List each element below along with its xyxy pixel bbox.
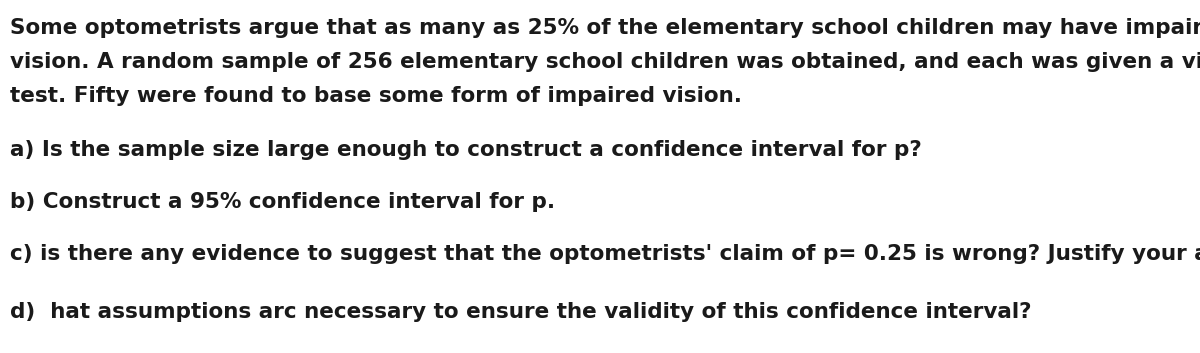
Text: vision. A random sample of 256 elementary school children was obtained, and each: vision. A random sample of 256 elementar…: [10, 52, 1200, 72]
Text: Some optometrists argue that as many as 25% of the elementary school children ma: Some optometrists argue that as many as …: [10, 18, 1200, 38]
Text: d)  hat assumptions arc necessary to ensure the validity of this confidence inte: d) hat assumptions arc necessary to ensu…: [10, 302, 1032, 322]
Text: b) Construct a 95% confidence interval for p.: b) Construct a 95% confidence interval f…: [10, 192, 556, 212]
Text: a) Is the sample size large enough to construct a confidence interval for p?: a) Is the sample size large enough to co…: [10, 140, 922, 160]
Text: c) is there any evidence to suggest that the optometrists' claim of p= 0.25 is w: c) is there any evidence to suggest that…: [10, 244, 1200, 264]
Text: test. Fifty were found to base some form of impaired vision.: test. Fifty were found to base some form…: [10, 86, 742, 106]
